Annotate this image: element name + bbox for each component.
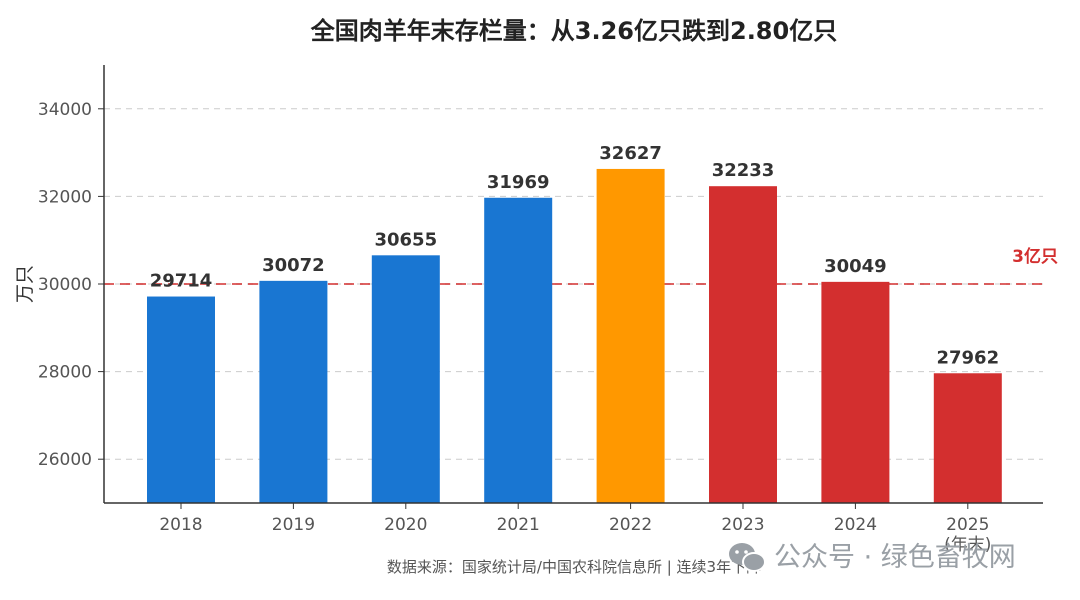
x-tick-label: 2024 — [834, 515, 877, 535]
data-label: 31969 — [487, 172, 550, 193]
x-tick-label: 2018 — [159, 515, 202, 535]
data-label: 29714 — [150, 271, 213, 292]
x-tick-label: 2021 — [497, 515, 540, 535]
x-tick-sublabel: (年末) — [944, 535, 991, 555]
data-label: 30655 — [374, 229, 437, 250]
source-note: 数据来源：国家统计局/中国农科院信息所 | 连续3年下降 — [387, 558, 761, 576]
y-tick-label: 32000 — [38, 187, 92, 207]
data-label: 30049 — [824, 256, 887, 277]
data-label: 32627 — [599, 143, 662, 164]
bar — [371, 255, 440, 503]
x-tick-label: 2025 — [946, 515, 989, 535]
watermark: 公众号 · 绿色畜牧网 — [774, 542, 1016, 573]
bar — [259, 280, 328, 503]
wechat-icon — [729, 543, 766, 572]
bars — [147, 168, 1002, 504]
y-tick-label: 34000 — [38, 100, 92, 120]
x-tick-label: 2019 — [272, 515, 315, 535]
reference-line-label: 3亿只 — [1012, 246, 1058, 267]
y-tick-label: 28000 — [38, 363, 92, 383]
data-label: 30072 — [262, 255, 325, 276]
bar — [709, 186, 777, 504]
chart-title: 全国肉羊年末存栏量：从3.26亿只跌到2.80亿只 — [310, 17, 837, 45]
bar — [821, 281, 890, 503]
x-tick-label: 2023 — [721, 515, 764, 535]
data-label: 32233 — [712, 160, 775, 181]
x-tick-label: 2020 — [384, 515, 427, 535]
y-axis-label: 万只 — [14, 265, 36, 303]
y-tick-label: 26000 — [38, 450, 92, 470]
bar — [147, 296, 215, 503]
bar — [596, 168, 665, 504]
reference-line-group: 3亿只 — [104, 246, 1058, 285]
y-tick-label: 30000 — [38, 275, 92, 295]
bar — [933, 373, 1002, 503]
axes — [98, 65, 1043, 509]
bar — [484, 197, 553, 503]
labels: 26000 28000 30000 32000 34000 29714 2018 30072 2… — [38, 100, 999, 555]
data-label: 27962 — [936, 347, 999, 368]
x-tick-label: 2022 — [609, 515, 652, 535]
